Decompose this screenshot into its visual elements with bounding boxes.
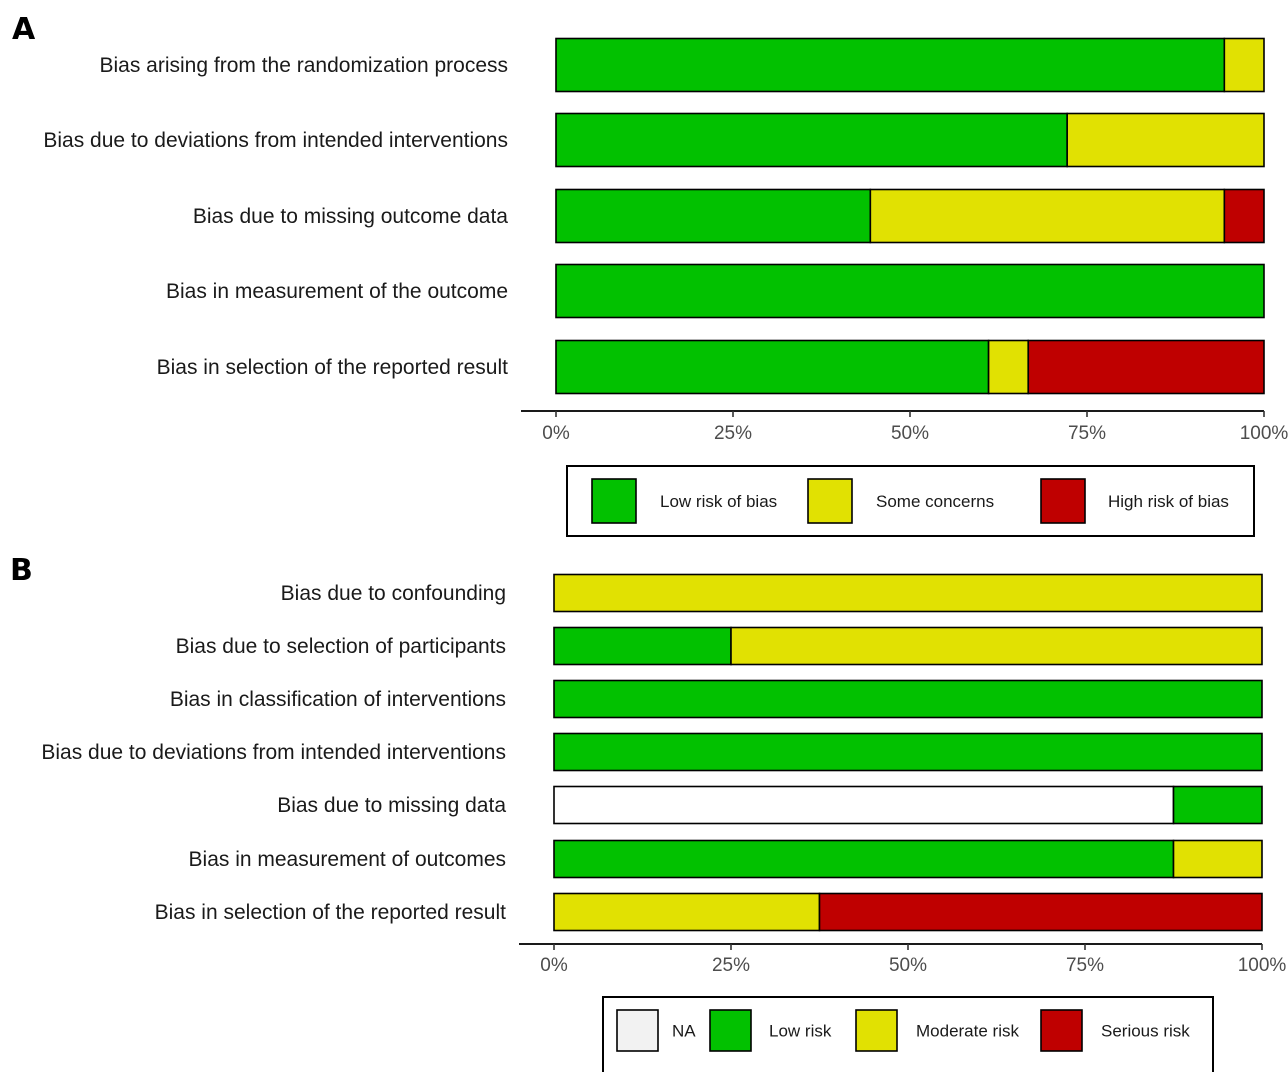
legend-label-2: Low risk bbox=[769, 1022, 832, 1041]
legend-label-1: NA bbox=[672, 1022, 696, 1041]
legend-label-3: Moderate risk bbox=[916, 1022, 1019, 1041]
legend-swatch-2 bbox=[807, 478, 853, 524]
legend-label-3: High risk of bias bbox=[1108, 492, 1229, 511]
bar-segment-r5-s1 bbox=[553, 785, 1175, 825]
panel-a-chart: Bias arising from the randomization proc… bbox=[43, 37, 1288, 537]
x-tick-label-4: 75% bbox=[1068, 423, 1106, 444]
domain-label-5: Bias due to missing data bbox=[277, 794, 506, 817]
bar-segment-r6-s2 bbox=[553, 839, 1175, 879]
x-tick-label-3: 50% bbox=[889, 955, 927, 976]
domain-label-2: Bias due to selection of participants bbox=[176, 635, 506, 658]
bar-segment-r2-s1 bbox=[555, 112, 1068, 168]
bar-segment-r3-s1 bbox=[555, 188, 872, 244]
bar-segment-r5-s2 bbox=[1172, 785, 1263, 825]
legend-swatch-3 bbox=[855, 1009, 898, 1052]
x-tick-label-5: 100% bbox=[1240, 423, 1288, 444]
domain-label-4: Bias due to deviations from intended int… bbox=[41, 741, 506, 764]
panel-b-chart: Bias due to confounding Bias due to selec… bbox=[41, 573, 1287, 1072]
legend-swatch-2 bbox=[709, 1009, 752, 1052]
legend-label-2: Some concerns bbox=[876, 492, 994, 511]
bar-segment-r1-s3 bbox=[553, 573, 1263, 613]
domain-label-5: Bias in selection of the reported result bbox=[157, 356, 509, 379]
bar-segment-r7-s3 bbox=[553, 892, 821, 932]
bar-segment-r2-s2 bbox=[1066, 112, 1265, 168]
x-tick-label-4: 75% bbox=[1066, 955, 1104, 976]
bar-segment-r5-s1 bbox=[555, 339, 990, 395]
panel-label-b: B bbox=[10, 553, 33, 588]
bar-segment-r3-s2 bbox=[869, 188, 1226, 244]
bar-segment-r2-s2 bbox=[553, 626, 732, 666]
x-tick-label-1: 0% bbox=[540, 955, 568, 976]
legend-swatch-3 bbox=[1040, 478, 1086, 524]
legend-swatch-1 bbox=[616, 1009, 659, 1052]
domain-label-3: Bias in classification of interventions bbox=[170, 688, 506, 711]
legend-box bbox=[566, 465, 1255, 537]
bar-segment-r1-s2 bbox=[1223, 37, 1265, 93]
x-tick-label-1: 0% bbox=[542, 423, 570, 444]
domain-label-2: Bias due to deviations from intended int… bbox=[43, 129, 508, 152]
x-tick-label-2: 25% bbox=[712, 955, 750, 976]
bar-segment-r4-s1 bbox=[555, 263, 1265, 319]
legend-box bbox=[602, 996, 1214, 1072]
bar-segment-r2-s3 bbox=[730, 626, 1263, 666]
bar-segment-r4-s2 bbox=[553, 732, 1263, 772]
domain-label-1: Bias arising from the randomization proc… bbox=[99, 54, 508, 77]
domain-label-3: Bias due to missing outcome data bbox=[193, 205, 508, 228]
bar-segment-r3-s2 bbox=[553, 679, 1263, 719]
bar-segment-r7-s4 bbox=[818, 892, 1263, 932]
bar-segment-r1-s1 bbox=[555, 37, 1226, 93]
domain-label-6: Bias in measurement of outcomes bbox=[189, 848, 506, 871]
panel-label-a: A bbox=[12, 12, 36, 47]
bar-segment-r6-s3 bbox=[1172, 839, 1263, 879]
legend-swatch-4 bbox=[1040, 1009, 1083, 1052]
domain-label-7: Bias in selection of the reported result bbox=[155, 901, 507, 924]
bar-segment-r5-s3 bbox=[1027, 339, 1265, 395]
domain-label-4: Bias in measurement of the outcome bbox=[166, 280, 508, 303]
x-tick-label-5: 100% bbox=[1238, 955, 1287, 976]
bar-segment-r5-s2 bbox=[987, 339, 1030, 395]
legend-swatch-1 bbox=[591, 478, 637, 524]
x-tick-label-2: 25% bbox=[714, 423, 752, 444]
legend-label-1: Low risk of bias bbox=[660, 492, 777, 511]
domain-label-1: Bias due to confounding bbox=[281, 582, 506, 605]
bar-segment-r3-s3 bbox=[1223, 188, 1265, 244]
legend-label-4: Serious risk bbox=[1101, 1022, 1190, 1041]
x-tick-label-3: 50% bbox=[891, 423, 929, 444]
